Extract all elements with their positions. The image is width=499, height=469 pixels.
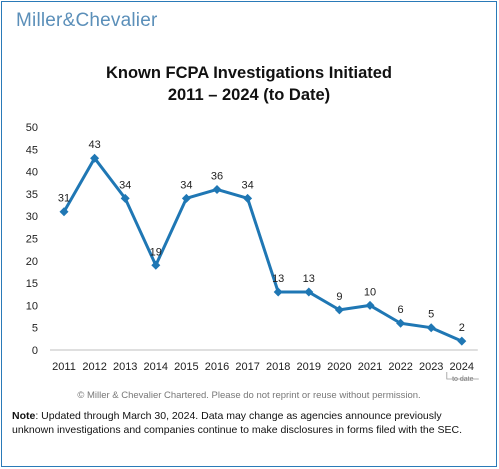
data-point (365, 300, 375, 310)
brand-logo: Miller&Chevalier (16, 10, 158, 32)
to-date-bracket (446, 372, 479, 380)
y-tick-label: 50 (26, 122, 38, 134)
data-label: 9 (336, 291, 342, 303)
chart-note: Note: Updated through March 30, 2024. Da… (12, 409, 484, 437)
y-tick-label: 30 (26, 211, 38, 223)
y-tick-label: 5 (32, 323, 38, 335)
x-tick-label: 2012 (82, 361, 106, 373)
data-point (59, 207, 69, 217)
y-tick-label: 40 (26, 167, 38, 179)
y-tick-label: 20 (26, 256, 38, 268)
x-tick-label: 2011 (52, 361, 76, 373)
data-point (334, 305, 344, 315)
data-label: 2 (459, 322, 465, 334)
y-tick-label: 45 (26, 144, 38, 156)
data-label: 13 (272, 273, 284, 285)
data-label: 13 (303, 273, 315, 285)
data-point (90, 153, 100, 163)
chart-title: Known FCPA Investigations Initiated (105, 64, 392, 82)
brand-ampersand: & (62, 10, 76, 31)
y-tick-label: 0 (32, 345, 38, 357)
x-tick-label: 2023 (419, 361, 443, 373)
data-point (396, 318, 406, 328)
x-tick-label: 2015 (174, 361, 198, 373)
y-tick-label: 35 (26, 189, 38, 201)
data-point (457, 336, 467, 346)
data-point (426, 323, 436, 333)
x-tick-label: 2016 (205, 361, 229, 373)
brand-name-left: Miller (16, 10, 63, 31)
y-tick-label: 10 (26, 300, 38, 312)
note-text: : Updated through March 30, 2024. Data m… (12, 410, 462, 436)
x-tick-label: 2021 (358, 361, 382, 373)
x-tick-label: 2014 (144, 361, 168, 373)
data-label: 10 (364, 286, 376, 298)
x-annotation: to date (452, 376, 474, 383)
data-label: 5 (428, 309, 434, 321)
data-point (243, 193, 253, 203)
x-tick-label: 2019 (297, 361, 321, 373)
data-label: 34 (119, 179, 131, 191)
series-line (62, 156, 463, 343)
data-label: 43 (88, 139, 100, 151)
data-point (181, 193, 191, 203)
data-label: 6 (398, 304, 404, 316)
x-tick-label: 2018 (266, 361, 290, 373)
note-label: Note (12, 410, 36, 422)
data-point (304, 287, 314, 297)
data-label: 34 (180, 179, 192, 191)
data-point (151, 260, 161, 270)
data-point (273, 287, 283, 297)
data-label: 31 (58, 193, 70, 205)
x-tick-label: 2017 (235, 361, 259, 373)
x-tick-label: 2020 (327, 361, 351, 373)
data-label: 19 (150, 246, 162, 258)
copyright-notice: © Miller & Chevalier Chartered. Please d… (77, 390, 421, 401)
data-point (120, 193, 130, 203)
x-tick-label: 2024 (450, 361, 474, 373)
y-tick-label: 15 (26, 278, 38, 290)
brand-name-right: Chevalier (75, 10, 158, 31)
x-tick-label: 2013 (113, 361, 137, 373)
chart-subtitle: 2011 – 2024 (to Date) (167, 86, 331, 104)
data-label: 36 (211, 170, 223, 182)
x-tick-label: 2022 (388, 361, 412, 373)
y-tick-label: 25 (26, 234, 38, 246)
data-point (212, 184, 222, 194)
data-label: 34 (241, 179, 253, 191)
